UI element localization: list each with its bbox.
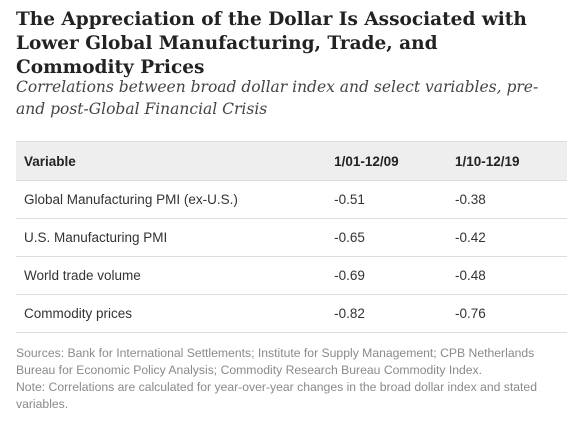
row-value-pre: -0.82 <box>326 294 447 333</box>
table-row: Global Manufacturing PMI (ex-U.S.) -0.51… <box>16 180 567 219</box>
table-row: U.S. Manufacturing PMI -0.65 -0.42 <box>16 218 567 257</box>
table-row: Commodity prices -0.82 -0.76 <box>16 294 567 333</box>
row-variable: Global Manufacturing PMI (ex-U.S.) <box>16 180 327 219</box>
sources-note: Sources: Bank for International Settleme… <box>16 346 535 377</box>
row-value-pre: -0.51 <box>326 180 447 219</box>
row-value-post: -0.76 <box>447 294 567 333</box>
footnotes: Sources: Bank for International Settleme… <box>16 345 561 413</box>
row-value-post: -0.42 <box>447 218 567 257</box>
row-value-post: -0.48 <box>447 256 567 295</box>
figure-subtitle: Correlations between broad dollar index … <box>16 78 539 118</box>
row-value-post: -0.38 <box>447 180 567 219</box>
figure-title: The Appreciation of the Dollar Is Associ… <box>16 9 527 78</box>
header-period-2010-2019: 1/10-12/19 <box>447 141 567 181</box>
row-value-pre: -0.65 <box>326 218 447 257</box>
row-variable: Commodity prices <box>16 294 327 333</box>
row-variable: U.S. Manufacturing PMI <box>16 218 327 257</box>
correlation-table: Variable 1/01-12/09 1/10-12/19 Global Ma… <box>16 141 567 333</box>
header-period-2001-2009: 1/01-12/09 <box>326 141 447 181</box>
row-variable: World trade volume <box>16 256 327 295</box>
table-row: World trade volume -0.69 -0.48 <box>16 256 567 295</box>
row-value-pre: -0.69 <box>326 256 447 295</box>
table-header-row: Variable 1/01-12/09 1/10-12/19 <box>16 141 567 181</box>
header-variable: Variable <box>16 141 327 181</box>
methodology-note: Note: Correlations are calculated for ye… <box>16 380 537 411</box>
